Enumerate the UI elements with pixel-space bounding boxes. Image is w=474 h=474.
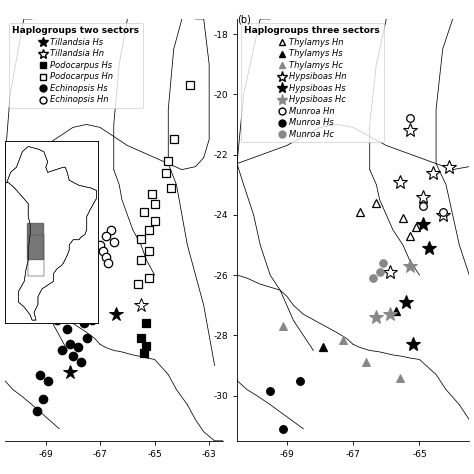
Legend: Tillandsia Hs, Tillandsia Hn, Podocarpus Hs, Podocarpus Hn, Echinopsis Hs, Echin: Tillandsia Hs, Tillandsia Hn, Podocarpus…	[9, 23, 143, 108]
Text: (b): (b)	[237, 14, 251, 24]
Legend: Thylamys Hn, Thylamys Hs, Thylamys Hc, Hypsiboas Hn, Hypsiboas Hs, Hypsiboas Hc,: Thylamys Hn, Thylamys Hs, Thylamys Hc, H…	[241, 23, 383, 142]
